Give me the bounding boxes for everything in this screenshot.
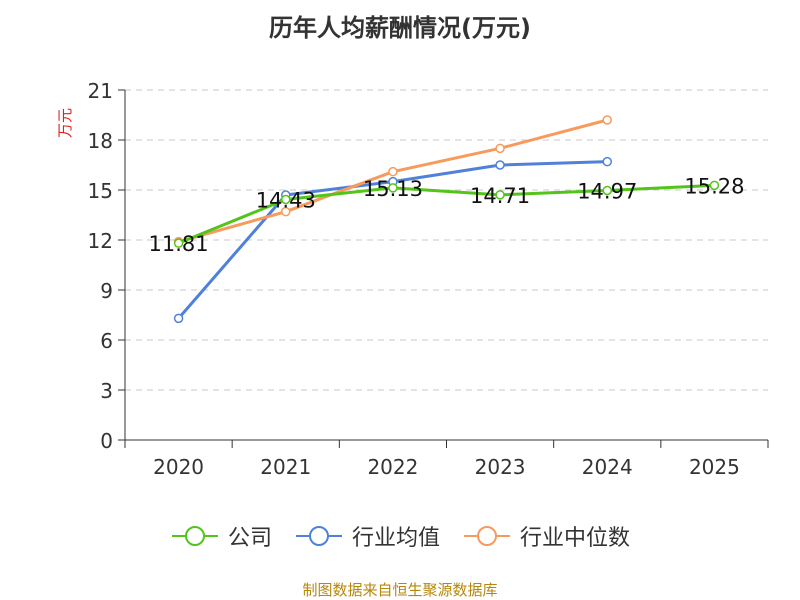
x-tick-label: 2025 [689,455,740,479]
legend-item[interactable]: 行业中位数 [462,520,630,552]
y-tick-label: 21 [88,79,113,103]
data-label: 14.71 [470,184,530,208]
y-tick-label: 3 [100,379,113,403]
data-point [709,180,720,191]
data-point [602,156,612,167]
data-point [602,115,612,125]
y-tick-label: 0 [100,429,113,453]
data-point [388,183,398,193]
series-line-1 [178,183,715,245]
y-tick-label: 15 [88,179,113,203]
x-tick-label: 2020 [153,455,204,479]
legend-marker-icon [464,526,510,546]
y-axis-label: 万元 [56,108,74,138]
y-tick-label: 6 [100,329,113,353]
data-point [388,166,398,177]
x-tick-label: 2024 [582,455,633,479]
data-point [495,160,505,170]
data-label: 14.97 [577,180,637,204]
legend-label: 公司 [227,526,272,551]
x-tick-label: 2022 [367,455,418,479]
y-tick-label: 9 [100,279,113,303]
data-label: 11.81 [149,232,209,256]
chart-title: 历年人均薪酬情况(万元) [269,14,531,42]
data-point [602,185,612,196]
legend-label: 行业中位数 [520,526,631,551]
data-label: 15.13 [363,177,423,201]
data-point [173,238,184,248]
x-tick-label: 2023 [475,455,526,479]
y-tick-label: 12 [88,229,113,253]
y-tick-label: 18 [88,129,113,153]
x-tick-label: 2021 [260,455,311,479]
data-point [281,206,291,217]
legend-marker-icon [295,526,342,546]
legend: 公司 行业均值 行业中位数 [0,520,800,552]
data-label: 14.43 [256,189,316,213]
legend-item[interactable]: 公司 [170,520,272,552]
data-point [281,194,291,205]
legend-label: 行业均值 [351,526,440,551]
data-point [495,143,505,154]
data-point [173,313,184,324]
source-note: 制图数据来自恒生聚源数据库 [302,581,498,599]
data-point [495,190,505,200]
legend-item[interactable]: 行业均值 [294,520,440,552]
data-label: 15.28 [684,174,744,198]
legend-marker-icon [171,526,218,546]
